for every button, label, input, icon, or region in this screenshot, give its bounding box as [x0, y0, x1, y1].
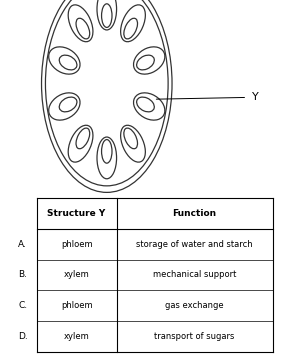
Text: Function: Function	[173, 209, 217, 218]
Text: phloem: phloem	[61, 301, 92, 310]
Text: C.: C.	[18, 301, 27, 310]
Text: Structure Y: Structure Y	[47, 209, 106, 218]
Text: storage of water and starch: storage of water and starch	[136, 240, 253, 249]
Text: D.: D.	[18, 332, 28, 341]
Text: xylem: xylem	[64, 270, 89, 280]
Text: xylem: xylem	[64, 332, 89, 341]
Text: Y: Y	[251, 93, 258, 102]
Text: transport of sugars: transport of sugars	[154, 332, 235, 341]
Text: mechanical support: mechanical support	[153, 270, 236, 280]
Text: B.: B.	[18, 270, 27, 280]
Text: A.: A.	[18, 240, 27, 249]
Text: phloem: phloem	[61, 240, 92, 249]
Text: gas exchange: gas exchange	[165, 301, 224, 310]
